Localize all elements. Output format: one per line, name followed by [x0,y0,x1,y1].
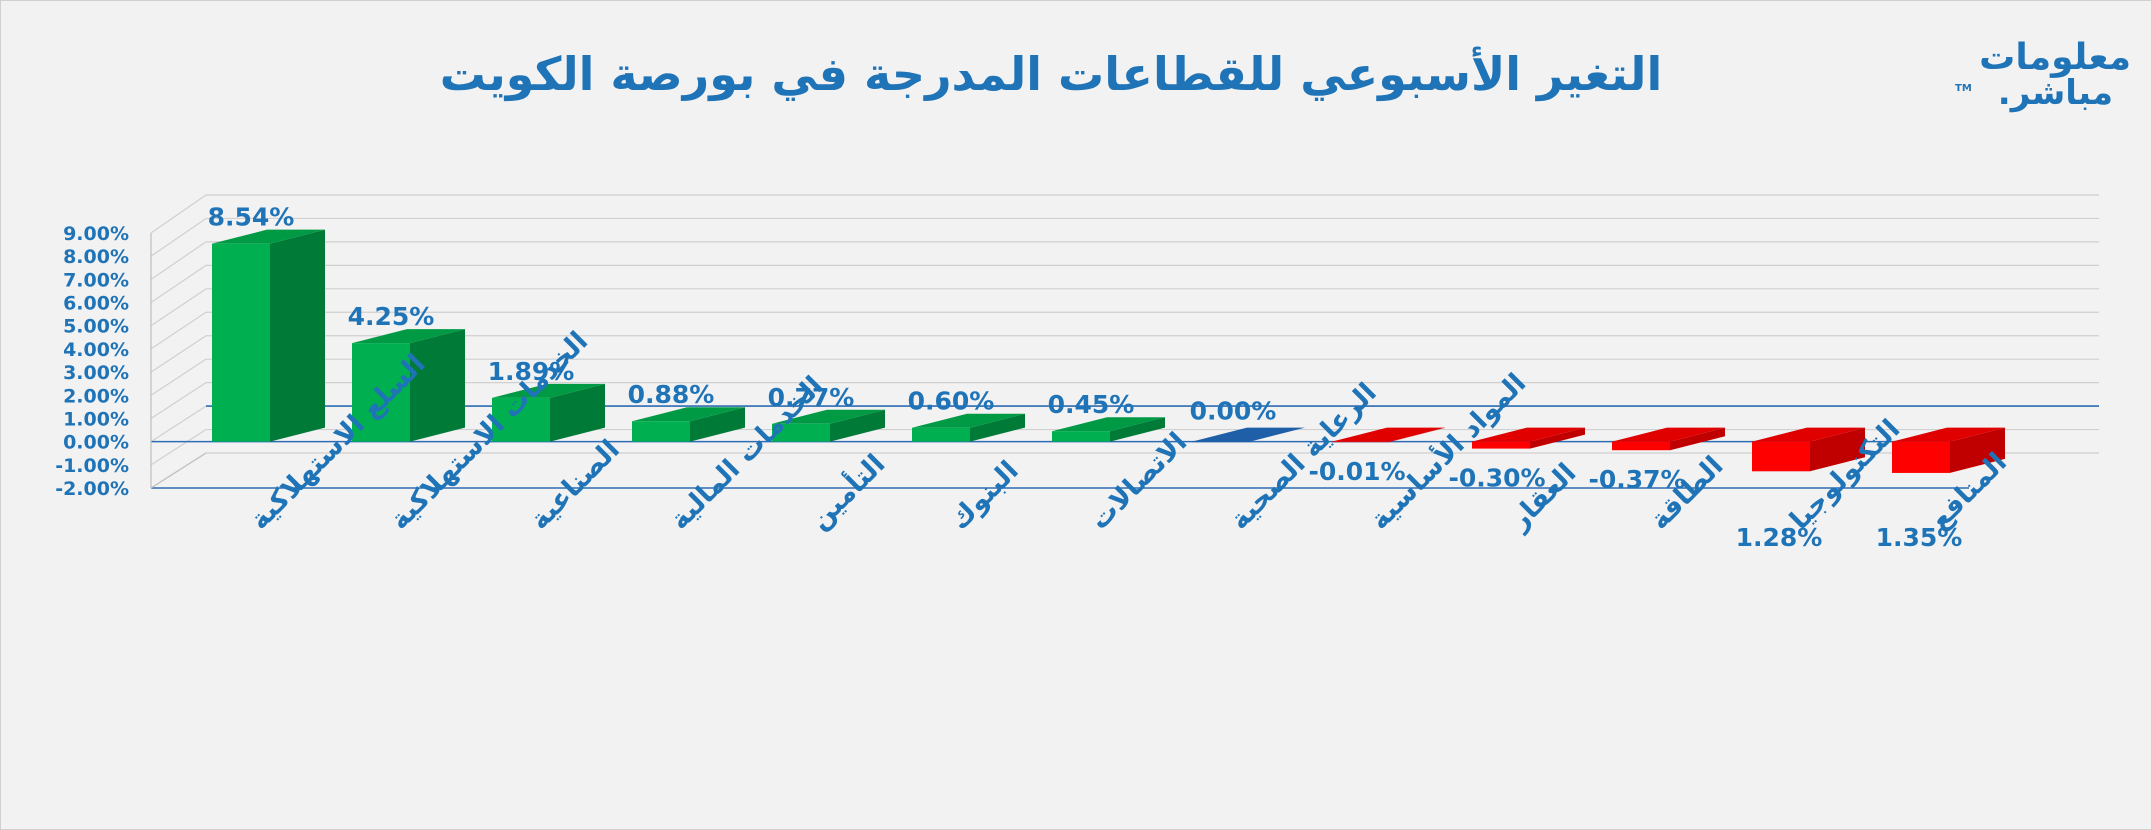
x-tick-label: الاتصالات [1084,427,1193,536]
gridline-side [150,311,207,350]
data-label: 0.88% [628,380,715,409]
bar-side [1950,427,2005,473]
bar-side [970,413,1025,442]
bar-top [1752,427,1865,442]
data-label: 4.25% [348,302,435,331]
y-tick-label: 6.00% [63,293,129,315]
y-tick-label: -2.00% [55,478,129,500]
bar-top [1332,427,1445,442]
chart-title: التغير الأسبوعي للقطاعات المدرجة في بورص… [439,47,1663,101]
data-label: 0.77% [768,383,855,412]
bar-side [1670,427,1725,451]
gridline-side [150,429,207,466]
bar-side [410,329,465,442]
bar-top [1052,417,1165,432]
data-label: -0.30% [1448,464,1545,493]
bar [632,421,690,442]
bar-side [270,229,325,442]
data-label: 0.00% [1190,397,1277,426]
bar-top [1892,427,2005,442]
bar-top [1472,427,1585,442]
y-tick-label: 7.00% [63,269,129,291]
gridline-side [150,194,207,234]
bar [772,423,830,442]
y-tick-label: 3.00% [63,362,129,384]
bar-side [1390,427,1445,442]
y-tick-label: 1.00% [63,408,129,430]
y-tick-label: 5.00% [63,316,129,338]
data-label: 1.28% [1736,523,1823,552]
gridline-side [150,241,207,280]
bar-top [772,409,885,424]
bar [912,427,970,442]
bar-top [632,407,745,422]
bar [212,243,270,442]
bar [1192,441,1250,443]
bar [492,397,550,442]
bar-top [1192,427,1305,442]
bar-side [1110,417,1165,442]
bar [1052,431,1110,442]
bar-side [1810,427,1865,472]
y-tick-label: 2.00% [63,385,129,407]
bar [352,343,410,442]
data-label: 1.89% [488,357,575,386]
data-label: -0.37% [1588,465,1685,494]
data-label: 1.35% [1876,523,1963,552]
bar-side [690,407,745,442]
bar-side [550,383,605,442]
x-tick-label: البنوك [944,455,1025,536]
gridline-side [150,382,207,419]
bar [1892,441,1950,473]
logo-line-1: معلومات [1979,37,2131,78]
bar [1612,441,1670,451]
y-tick-label: -1.00% [55,455,129,477]
gridline-side [150,217,207,257]
logo-trademark: TM [1955,83,1972,94]
bar [1752,441,1810,472]
bar-top [912,413,1025,428]
bar-top [1612,427,1725,442]
y-tick-label: 9.00% [63,223,129,245]
bar-top [212,229,325,244]
y-tick-label: 8.00% [63,246,129,268]
gridline-side [150,405,207,443]
gridline-side [150,264,207,304]
x-tick-label: التأمين [802,446,892,536]
bar-top [492,383,605,398]
bar-side [1530,427,1585,449]
logo-line-2: مباشر. [1997,73,2113,113]
data-label: -0.01% [1308,457,1405,486]
mubasher-logo: معلومات مباشر. TM [1951,37,2131,117]
gridline-side [150,358,207,396]
data-label: 8.54% [208,203,295,232]
y-tick-label: 0.00% [63,432,129,454]
y-tick-label: 4.00% [63,339,129,361]
bar [1472,441,1530,449]
floor-side-edge [150,452,207,489]
gridline-side [150,335,207,373]
x-tick-label: الصناعية [524,434,626,536]
bar-top [352,329,465,344]
bar [1332,441,1390,443]
gridline-side [150,288,207,327]
bar-side [830,409,885,442]
data-label: 0.45% [1048,390,1135,419]
data-label: 0.60% [908,387,995,416]
